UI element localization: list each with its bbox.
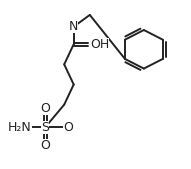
Text: H₂N: H₂N — [8, 121, 32, 134]
Text: S: S — [41, 121, 49, 134]
Text: OH: OH — [90, 38, 109, 51]
Text: N: N — [69, 20, 78, 33]
Text: O: O — [63, 121, 73, 134]
Text: O: O — [40, 102, 50, 115]
Text: O: O — [40, 139, 50, 152]
